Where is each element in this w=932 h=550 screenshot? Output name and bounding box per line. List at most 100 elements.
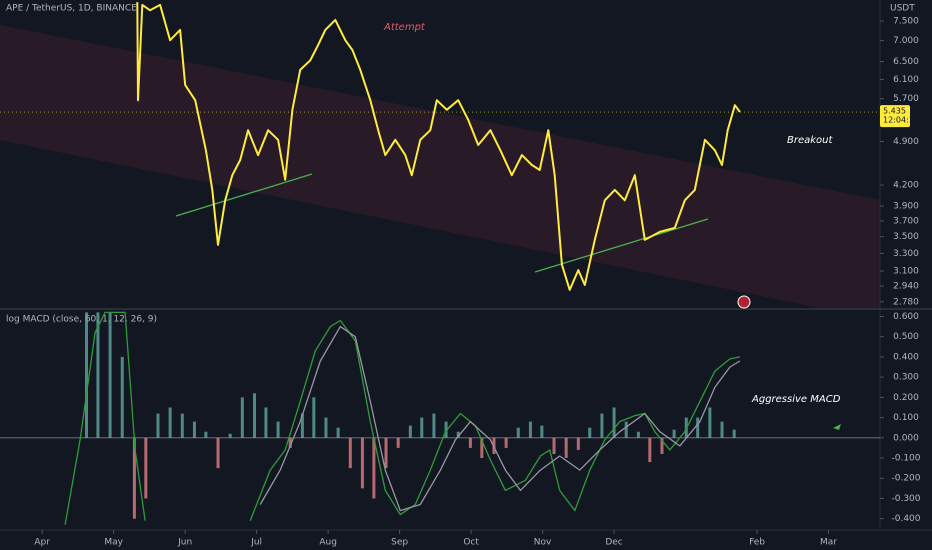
x-tick-label: Mar bbox=[820, 538, 837, 548]
x-tick-label: Apr bbox=[34, 538, 50, 548]
y-tick-label: 3.300 bbox=[893, 249, 919, 259]
line bbox=[259, 325, 741, 512]
histogram-bar bbox=[360, 437, 364, 489]
y-tick-label: -0.100 bbox=[891, 454, 920, 464]
histogram-bar bbox=[372, 437, 376, 499]
trendline bbox=[534, 218, 709, 273]
plot-area bbox=[136, 2, 741, 291]
histogram-bar bbox=[624, 421, 628, 438]
countdown-label: 12:04:15 bbox=[883, 116, 919, 125]
y-tick-label: 5.700 bbox=[893, 94, 919, 104]
histogram-bar bbox=[312, 397, 316, 438]
y-tick-label: 0.000 bbox=[893, 433, 919, 443]
y-tick-label: 0.500 bbox=[893, 332, 919, 342]
y-tick-label: 4.900 bbox=[893, 137, 919, 147]
y-tick-label: 3.900 bbox=[893, 202, 919, 212]
trendline bbox=[175, 173, 313, 217]
annotation: Attempt bbox=[383, 22, 426, 33]
event-icon[interactable] bbox=[737, 295, 751, 309]
histogram-bar bbox=[288, 437, 292, 448]
histogram-bar bbox=[132, 437, 136, 519]
line bbox=[136, 2, 741, 291]
histogram-bar bbox=[420, 417, 424, 438]
histogram-bar bbox=[696, 417, 700, 438]
histogram-bar bbox=[300, 413, 304, 438]
y-tick-label: 0.200 bbox=[893, 393, 919, 403]
histogram-bar bbox=[348, 437, 352, 469]
y-tick-label: 6.100 bbox=[893, 75, 919, 85]
histogram-bar bbox=[636, 431, 640, 438]
y-tick-label: 6.500 bbox=[893, 57, 919, 67]
histogram-bar bbox=[336, 427, 340, 438]
histogram-bar bbox=[252, 393, 256, 438]
x-tick-label: Feb bbox=[749, 538, 765, 548]
histogram-bar bbox=[504, 437, 508, 448]
x-tick-label: Dec bbox=[605, 538, 622, 548]
histogram-bar bbox=[216, 437, 220, 469]
histogram-bar bbox=[648, 437, 652, 463]
y-tick-label: 3.500 bbox=[893, 232, 919, 242]
y-tick-label: 0.300 bbox=[893, 373, 919, 383]
x-tick-label: Nov bbox=[534, 538, 552, 548]
annotation: Aggressive MACD bbox=[751, 394, 841, 405]
histogram-bar bbox=[600, 413, 604, 438]
y-tick-label: 2.940 bbox=[893, 281, 919, 291]
histogram-bar bbox=[528, 421, 532, 438]
histogram-bar bbox=[708, 407, 712, 438]
line bbox=[64, 311, 741, 525]
y-tick-label: 7.000 bbox=[893, 36, 919, 46]
histogram-bar bbox=[660, 437, 664, 454]
y-tick-label: -0.300 bbox=[891, 494, 920, 504]
y-tick-label: 3.100 bbox=[893, 267, 919, 277]
plot-area bbox=[0, 311, 880, 525]
histogram-bar bbox=[192, 421, 196, 438]
chart-title: APE / TetherUS, 1D, BINANCE bbox=[6, 4, 137, 14]
x-tick-label: Aug bbox=[319, 538, 337, 548]
histogram-bar bbox=[204, 431, 208, 438]
x-tick-label: Jun bbox=[177, 538, 192, 548]
histogram-bar bbox=[120, 356, 124, 438]
y-tick-label: 4.200 bbox=[893, 181, 919, 191]
histogram-bar bbox=[612, 407, 616, 438]
histogram-bar bbox=[480, 437, 484, 459]
histogram-bar bbox=[564, 437, 568, 459]
y-tick-label: 2.780 bbox=[893, 297, 919, 307]
rocket-icon bbox=[833, 424, 841, 430]
histogram-bar bbox=[228, 433, 232, 438]
histogram-bar bbox=[576, 437, 580, 450]
histogram-bar bbox=[444, 421, 448, 438]
histogram-bar bbox=[408, 425, 412, 438]
histogram-bar bbox=[516, 427, 520, 438]
histogram-bar bbox=[672, 429, 676, 438]
histogram-bar bbox=[180, 413, 184, 438]
histogram-bar bbox=[552, 437, 556, 454]
indicator-title: log MACD (close, 60, 1, 12, 26, 9) bbox=[6, 315, 157, 325]
y-tick-label: -0.400 bbox=[891, 514, 920, 524]
y-tick-label: 0.100 bbox=[893, 413, 919, 423]
x-tick-label: Jul bbox=[250, 538, 262, 548]
unit-label: USDT bbox=[890, 4, 915, 14]
histogram-bar bbox=[168, 407, 172, 438]
y-tick-label: 0.400 bbox=[893, 352, 919, 362]
histogram-bar bbox=[588, 427, 592, 438]
histogram-bar bbox=[108, 312, 112, 438]
histogram-bar bbox=[456, 431, 460, 438]
x-tick-label: May bbox=[104, 538, 123, 548]
histogram-bar bbox=[324, 417, 328, 438]
channel bbox=[0, 25, 880, 308]
histogram-bar bbox=[96, 312, 100, 438]
y-tick-label: 7.500 bbox=[893, 17, 919, 27]
last-price-box bbox=[880, 105, 910, 128]
histogram-bar bbox=[264, 407, 268, 438]
histogram-bar bbox=[432, 413, 436, 438]
histogram-bar bbox=[384, 437, 388, 469]
x-tick-label: Oct bbox=[463, 538, 479, 548]
histogram-bar bbox=[240, 397, 244, 438]
histogram-bar bbox=[276, 421, 280, 438]
histogram-bar bbox=[732, 429, 736, 438]
x-tick-label: Sep bbox=[391, 538, 408, 548]
histogram-bar bbox=[396, 437, 400, 448]
histogram-bar bbox=[468, 437, 472, 448]
histogram-bar bbox=[156, 413, 160, 438]
y-tick-label: -0.200 bbox=[891, 474, 920, 484]
